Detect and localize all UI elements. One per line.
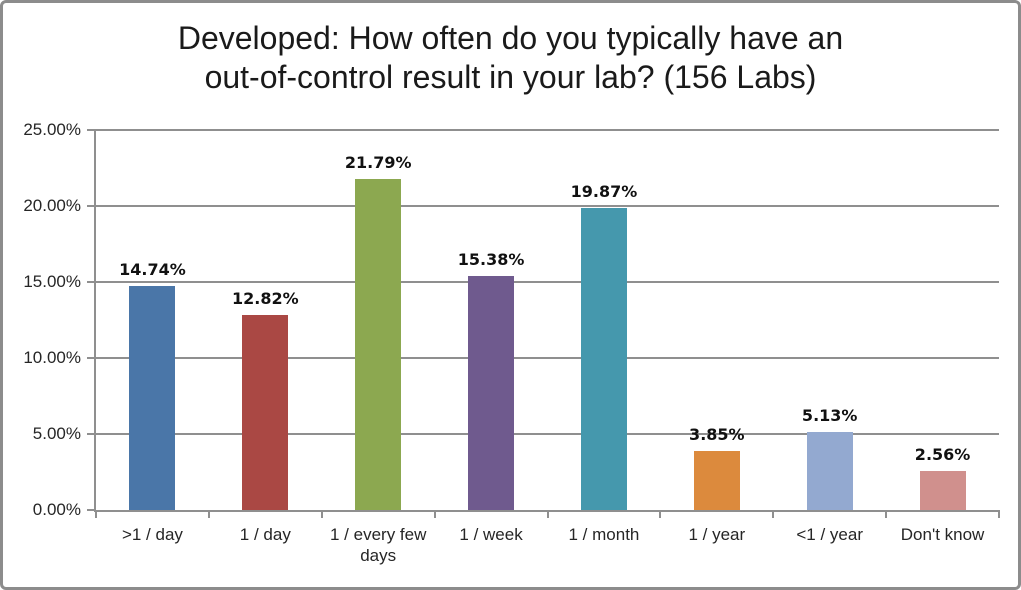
bar-5	[693, 451, 740, 510]
x-axis-category-label: 1 / year	[688, 525, 746, 544]
plot-area: 0.00% 5.00% 10.00% 15.00% 20.00% 25.00% 14.74%…	[23, 120, 1000, 565]
gridline	[96, 357, 999, 359]
bar-6	[806, 432, 853, 510]
y-axis-tick-label: 20.00%	[23, 196, 81, 215]
y-axis-tick	[87, 433, 96, 435]
gridline	[96, 205, 999, 207]
y-axis-tick	[87, 509, 96, 511]
bar-4	[580, 207, 627, 510]
bar-value-label: 12.82%	[231, 289, 299, 309]
chart-title: Developed: How often do you typically ha…	[3, 19, 1018, 97]
x-axis-category-label: >1 / day	[121, 525, 183, 544]
bar-3	[468, 276, 515, 510]
y-axis-tick	[87, 205, 96, 207]
x-axis-category-label: 1 / month	[568, 525, 640, 544]
y-axis-tick	[87, 129, 96, 131]
chart-title-line-1: Developed: How often do you typically ha…	[177, 20, 844, 56]
x-axis-category-label: <1 / year	[796, 525, 863, 544]
gridline	[96, 433, 999, 435]
x-axis-tick	[207, 510, 210, 518]
x-axis-tick	[95, 510, 97, 518]
bar-7	[919, 471, 966, 510]
y-axis-tick-label: 10.00%	[23, 348, 81, 367]
bar-value-label: 5.13%	[801, 406, 858, 426]
x-axis-tick	[659, 510, 662, 518]
bar-value-label: 19.87%	[570, 181, 638, 201]
y-axis-tick-label: 0.00%	[32, 500, 81, 519]
x-axis-tick	[885, 510, 888, 518]
x-axis-tick	[998, 510, 1000, 518]
gridline	[96, 281, 999, 283]
bar-value-label: 15.38%	[457, 250, 525, 270]
x-axis-category-label: 1 / week	[459, 525, 523, 544]
bar-1	[242, 315, 289, 510]
bar-0	[129, 285, 176, 510]
bar-value-label: 14.74%	[119, 259, 186, 279]
bar-2	[355, 178, 402, 510]
y-axis-tick-label: 15.00%	[23, 272, 81, 291]
bar-value-label: 2.56%	[914, 445, 971, 465]
bar-value-label: 21.79%	[344, 152, 412, 172]
bar-value-label: 3.85%	[689, 425, 745, 445]
chart-title-line-2: out-of-control result in your lab? (156 …	[204, 59, 817, 96]
y-axis-tick	[87, 357, 96, 359]
x-axis-tick	[433, 510, 436, 518]
x-axis-category-label: 1 / every few days	[330, 525, 427, 566]
x-axis-tick	[546, 510, 549, 518]
y-axis-tick-label: 25.00%	[23, 120, 81, 139]
y-axis-tick-label: 5.00%	[32, 424, 81, 443]
y-axis-tick	[87, 281, 96, 283]
x-axis-tick	[320, 510, 323, 518]
x-axis-category-label: Don't know	[900, 525, 985, 544]
x-axis-tick	[772, 510, 775, 518]
x-axis-category-label: 1 / day	[239, 525, 291, 544]
gridline	[96, 129, 999, 131]
